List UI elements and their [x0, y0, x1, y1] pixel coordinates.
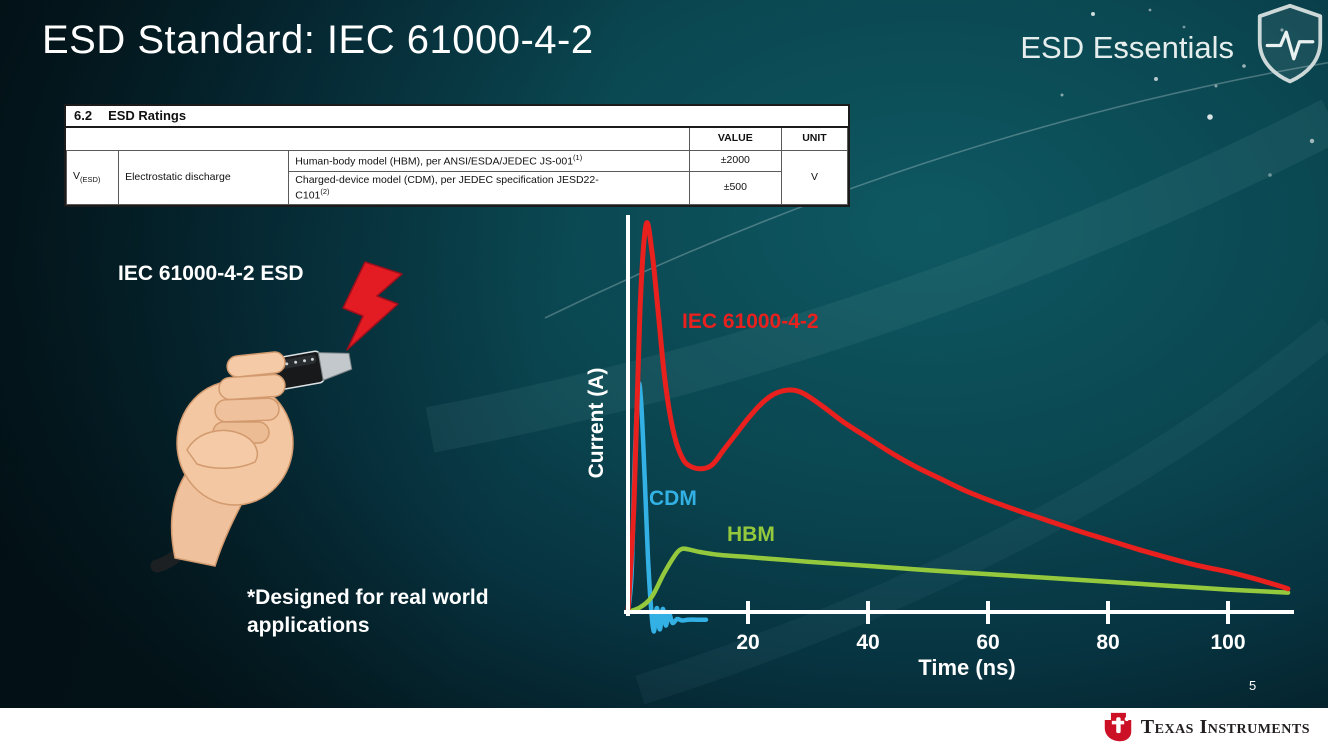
cdm-footnote: (2) [320, 186, 330, 196]
designed-note: *Designed for real world applications [247, 584, 489, 640]
x-axis-tick-label: 20 [736, 631, 759, 654]
hand-connector-illustration [150, 261, 403, 573]
cdm-value-cell: ±500 [688, 170, 782, 206]
note-line-1: *Designed for real world [247, 586, 489, 609]
iec-esd-caption: IEC 61000-4-2 ESD [118, 262, 304, 285]
esd-current-chart: 20 40 60 80 100 [624, 215, 1294, 654]
x-axis-tick-label: 40 [856, 631, 879, 654]
series-curve-hbm [625, 546, 1291, 615]
series-label-iec: IEC 61000-4-2 [682, 310, 819, 333]
cdm-description-cell: Charged-device model (CDM), per JEDEC sp… [288, 170, 690, 206]
x-axis-tick-label: 100 [1210, 631, 1245, 654]
pulse-line-icon [1265, 30, 1315, 61]
x-axis-ticks: 20 40 60 80 100 [736, 601, 1246, 654]
series-curve-iec-61000-4-2 [625, 220, 1291, 615]
param-symbol: V [73, 170, 81, 183]
texas-instruments-logo-icon [1104, 712, 1132, 742]
program-title: ESD Essentials [1020, 30, 1234, 65]
section-name: ESD Ratings [108, 108, 187, 123]
page-number: 5 [1249, 678, 1257, 693]
slide-title: ESD Standard: IEC 61000-4-2 [42, 18, 594, 62]
header-spacer-cell [66, 128, 690, 151]
hbm-description: Human-body model (HBM), per ANSI/ESDA/JE… [295, 155, 574, 168]
unit-cell: V [780, 149, 849, 206]
note-line-2: applications [247, 614, 370, 637]
section-number: 6.2 [74, 108, 93, 123]
y-axis-label: Current (A) [585, 367, 608, 479]
x-axis-tick-label: 60 [976, 631, 999, 654]
hand [170, 351, 294, 567]
footer-bar: Texas Instruments [0, 708, 1328, 746]
hbm-value-cell: ±2000 [688, 150, 782, 172]
series-label-cdm: CDM [649, 487, 697, 510]
footer-brand-text: Texas Instruments [1140, 715, 1310, 738]
x-axis-tick-label: 80 [1096, 631, 1119, 654]
chart-curves [625, 220, 1291, 634]
series-label-hbm: HBM [727, 523, 775, 546]
param-symbol-subscript: (ESD) [80, 175, 101, 185]
param-symbol-cell: V(ESD) [65, 149, 120, 206]
x-axis-label: Time (ns) [918, 655, 1016, 680]
value-column-header: VALUE [688, 128, 782, 151]
ratings-grid: VALUE UNIT V(ESD) Electrostatic discharg… [65, 128, 849, 206]
hbm-description-cell: Human-body model (HBM), per ANSI/ESDA/JE… [288, 150, 690, 172]
esd-essentials-shield-icon [1257, 3, 1323, 84]
hbm-footnote: (1) [573, 153, 583, 162]
cdm-description-line2: C101 [295, 189, 321, 202]
cdm-description-line1: Charged-device model (CDM), per JEDEC sp… [295, 173, 599, 186]
lightning-bolt-icon [342, 261, 403, 351]
esd-ratings-table: 6.2 ESD Ratings VALUE UNIT V(ESD) Electr… [64, 104, 850, 208]
table-section-title: 6.2 ESD Ratings [66, 106, 848, 128]
unit-column-header: UNIT [780, 128, 849, 151]
param-name-cell: Electrostatic discharge [118, 149, 290, 206]
